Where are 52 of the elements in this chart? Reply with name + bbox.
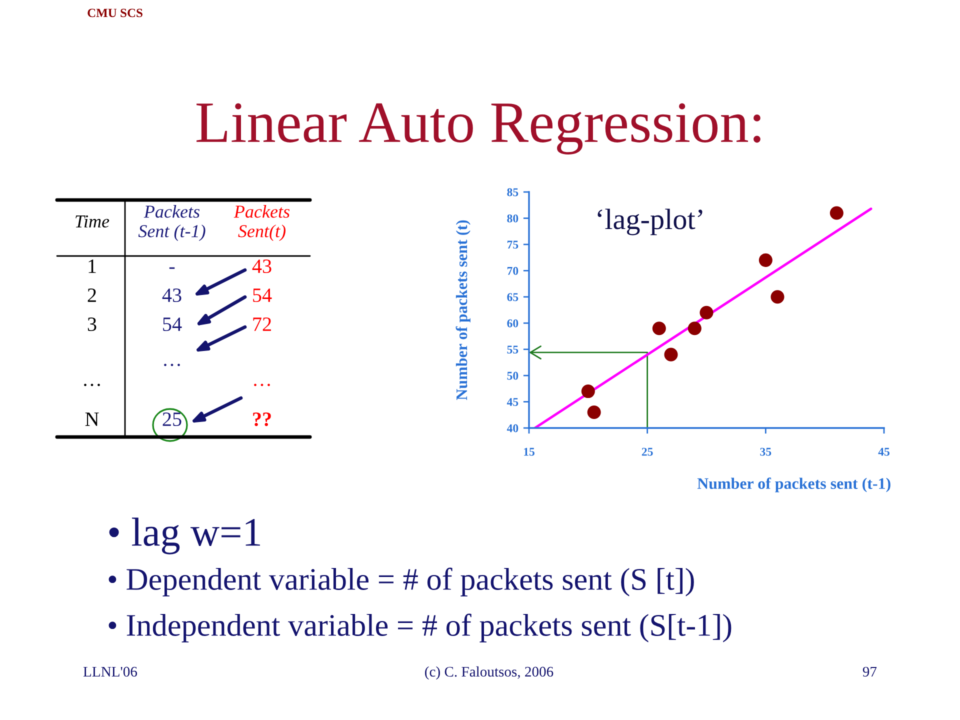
point [700, 306, 714, 320]
category-label: Time [76, 215, 110, 228]
annotation: ‘lag-plot’ [598, 208, 702, 236]
y-tick-label: 40 [506, 424, 518, 432]
text: 54 [253, 288, 272, 302]
text: • lag w=1 [109, 518, 260, 554]
point [652, 322, 666, 336]
point [770, 290, 784, 304]
text: 54 [163, 318, 182, 332]
point [587, 406, 601, 420]
text: CMU SCS [88, 8, 142, 18]
text: 2 [88, 288, 96, 302]
text: (c) C. Faloutsos, 2006 [425, 666, 554, 680]
text: • Dependent variable = # of packets sent (S [t]) [108, 568, 694, 596]
x-tick-label: 25 [642, 448, 653, 456]
text: Linear Auto Regression: [196, 103, 760, 154]
y-tick-label: 50 [507, 372, 518, 380]
category-label: Packets Sent(t) [234, 205, 290, 241]
y-tick-label: 80 [507, 214, 518, 222]
text: LLNL'06 [83, 666, 138, 677]
text: … [164, 364, 180, 366]
text: … [254, 384, 270, 386]
y-tick-label: 70 [507, 266, 518, 275]
y-tick-label: 85 [507, 188, 518, 196]
y-tick-label: 45 [506, 398, 518, 406]
x-tick-label: 35 [760, 448, 772, 456]
y-tick-label: 65 [507, 293, 518, 302]
text: 1 [88, 260, 96, 273]
text: 43 [252, 260, 272, 274]
x-axis-title: Number of packets sent (t-1) [697, 478, 890, 492]
text: N [85, 412, 99, 426]
y-tick-label: 60 [507, 319, 518, 328]
text: 25 [162, 412, 182, 426]
point [688, 322, 702, 336]
text: 3 [88, 318, 96, 332]
point [664, 348, 678, 362]
y-tick-label: 55 [507, 346, 518, 354]
point [581, 384, 595, 398]
x-tick-label: 45 [878, 448, 890, 456]
y-axis-title: Number of packets sent (t) [456, 220, 470, 400]
text: ?? [253, 412, 271, 426]
category-label: Packets Sent (t-1) [138, 205, 206, 241]
text: … [84, 384, 100, 386]
y-tick-label: 75 [507, 240, 518, 249]
text: 97 [862, 666, 877, 677]
text: 72 [253, 318, 271, 331]
point [830, 206, 844, 220]
x-tick-label: 15 [524, 448, 534, 456]
text: • Independent variable = # of packets sent (S[t-1]) [108, 614, 732, 642]
point [758, 253, 772, 267]
text: - [169, 267, 175, 269]
text: 43 [162, 288, 182, 302]
